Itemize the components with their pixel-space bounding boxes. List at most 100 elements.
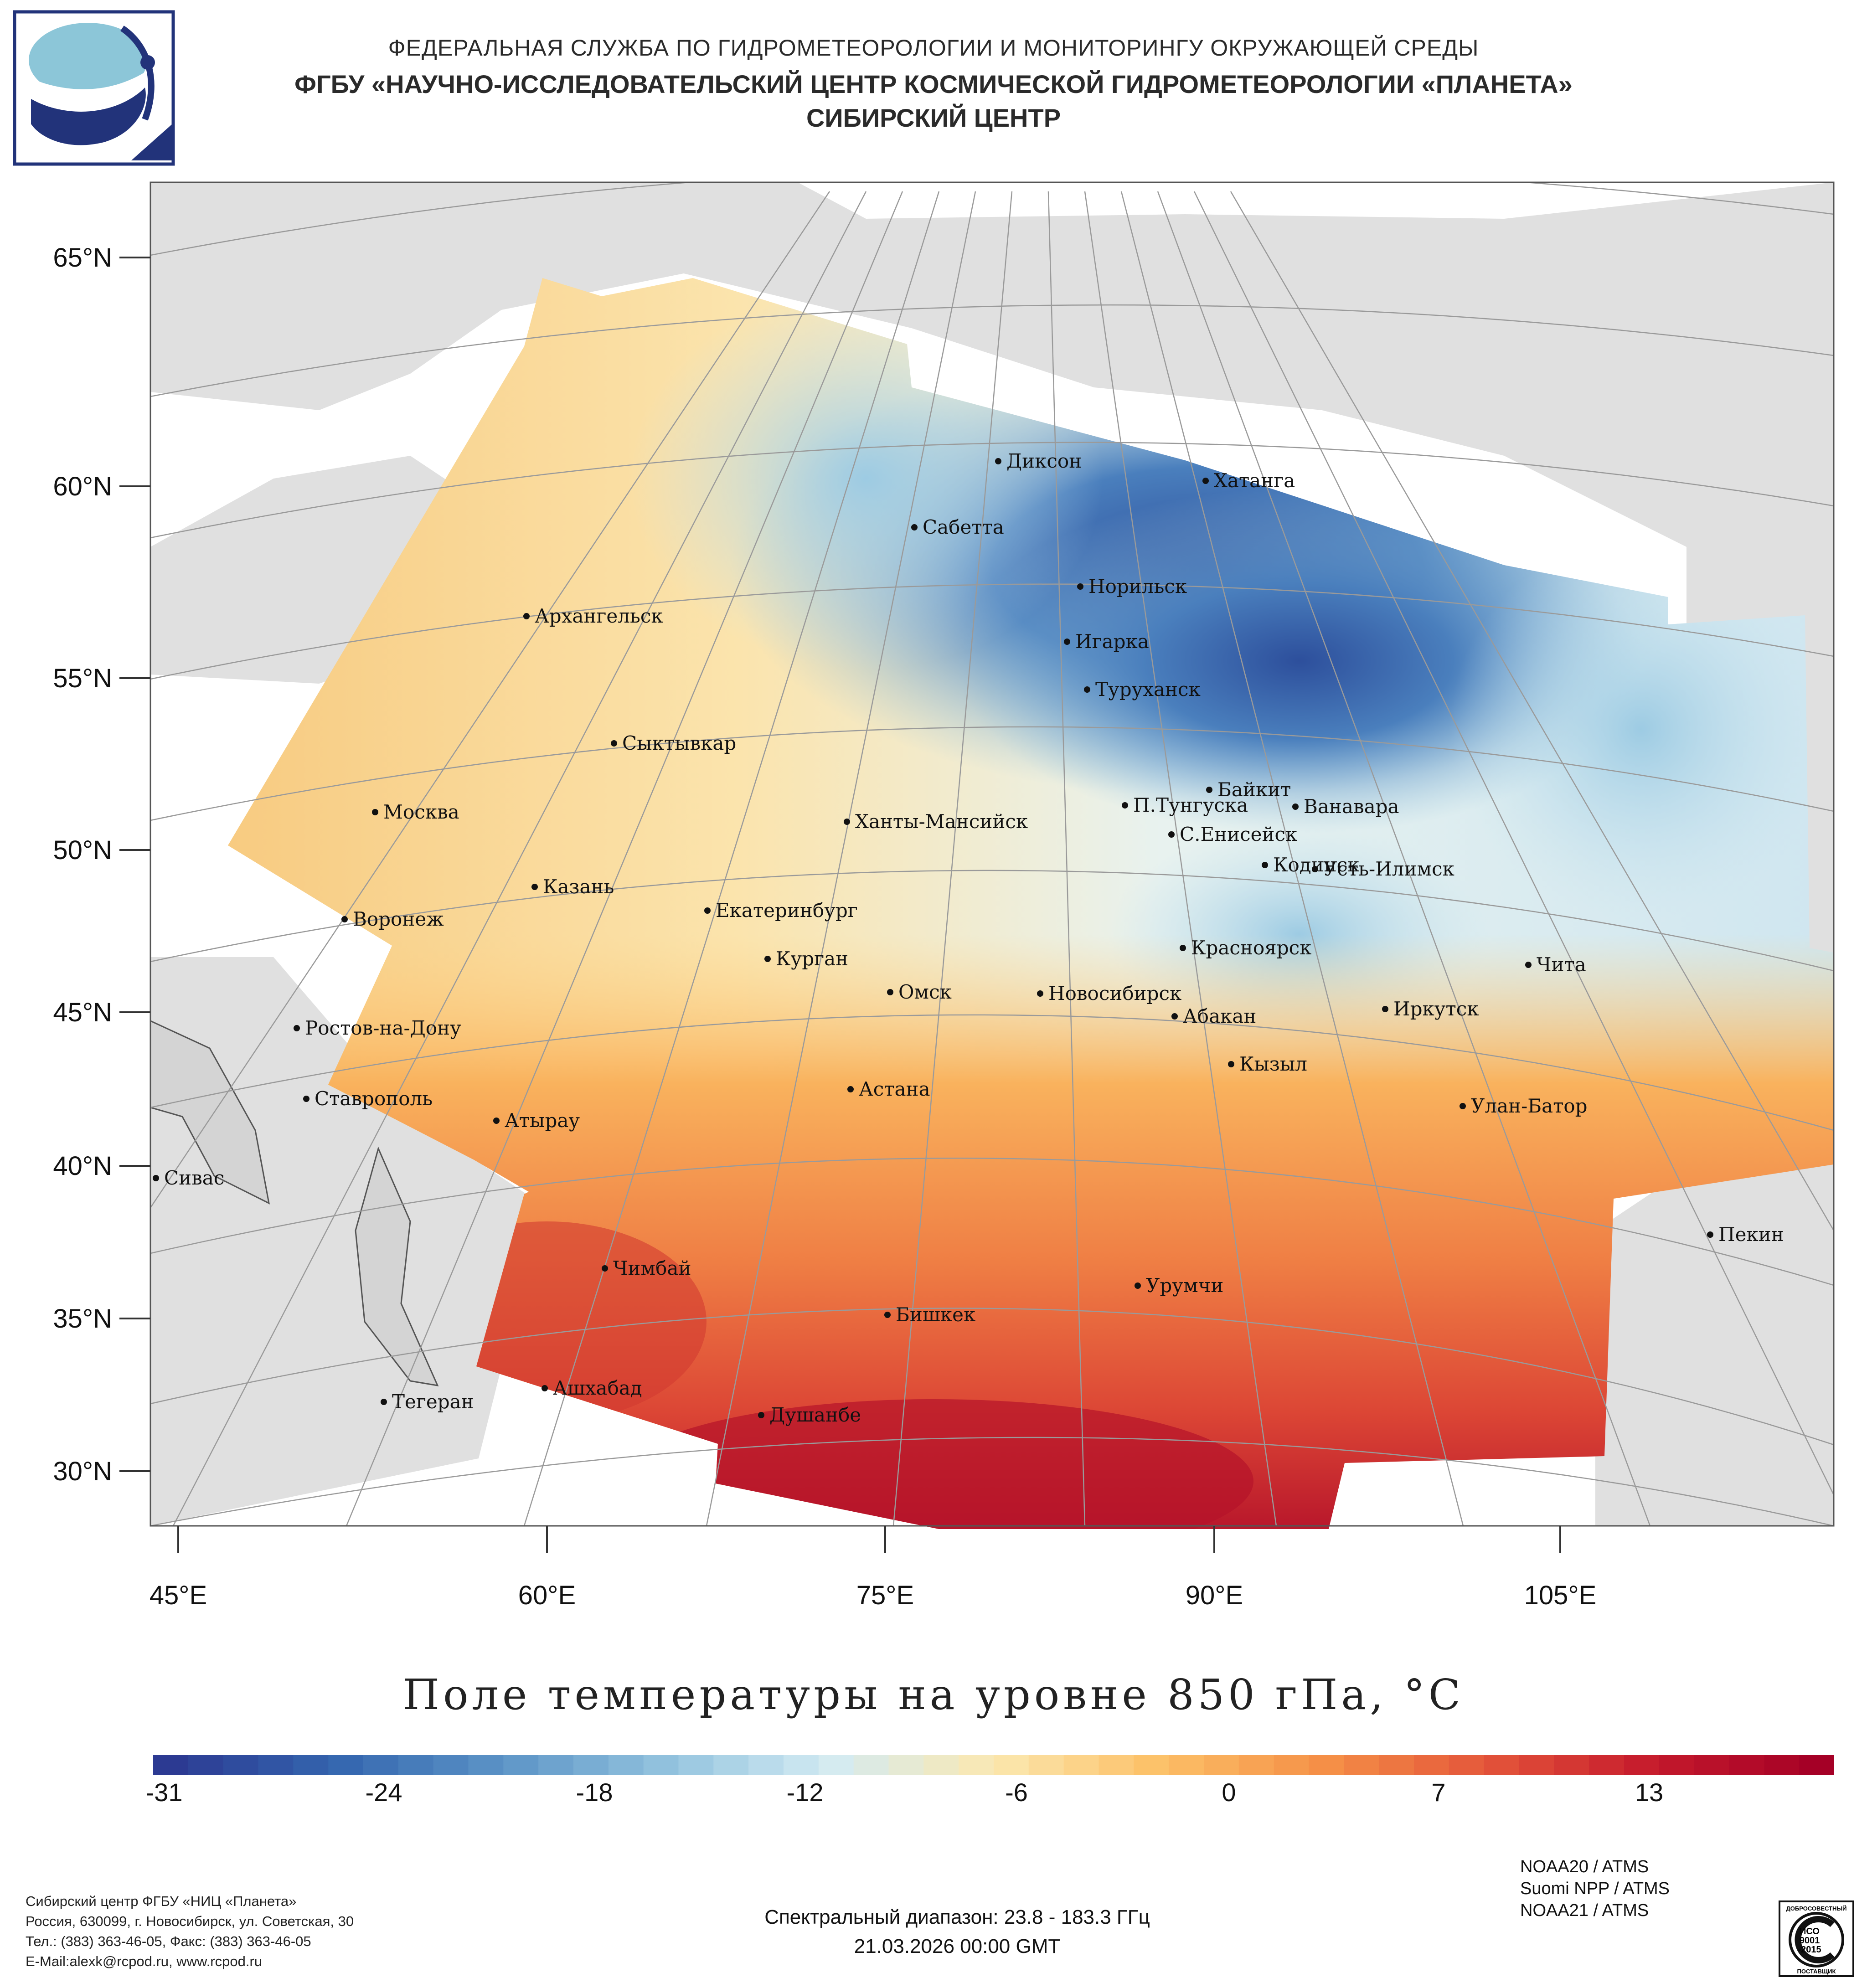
lat-label-40: 40°N [53,1151,112,1181]
colorbar-swatch [1729,1755,1764,1775]
city-marker: Усть-Илимск [1312,858,1454,880]
city-dot [1707,1231,1713,1238]
city-marker: Улан-Батор [1460,1095,1588,1117]
colorbar-swatch [888,1755,924,1775]
city-marker: Диксон [995,450,1082,472]
city-label: Чимбай [613,1257,691,1279]
city-marker: Сыктывкар [611,732,736,754]
header-center: СИБИРСКИЙ ЦЕНТР [806,103,1061,132]
city-label: Туруханск [1095,678,1201,700]
lon-label-75: 75°E [856,1581,914,1610]
city-label: Иркутск [1393,998,1479,1020]
city-label: Пекин [1718,1223,1784,1246]
city-dot [531,884,538,890]
city-label: Сабетта [923,516,1004,538]
colorbar-swatch [1554,1755,1589,1775]
colorbar-swatch [328,1755,364,1775]
city-label: Норильск [1088,575,1187,597]
colorbar-swatch [1344,1755,1379,1775]
iso-badge-mid1: ИСО [1800,1926,1820,1936]
city-dot [542,1385,548,1391]
colorbar-swatch [994,1755,1029,1775]
city-marker: Омск [887,981,952,1003]
lon-label-105: 105°E [1524,1581,1597,1610]
city-marker: Туруханск [1084,678,1201,700]
city-dot [884,1312,891,1318]
satellite-item: NOAA20 / ATMS [1520,1857,1649,1876]
city-label: Сивас [164,1167,224,1189]
colorbar-swatch [573,1755,609,1775]
city-marker: Сабетта [911,516,1004,538]
colorbar-tick: -31 [145,1778,183,1807]
observation-datetime: 21.03.2026 00:00 GMT [854,1935,1061,1957]
city-label: Атырау [505,1109,580,1132]
colorbar-swatch [1449,1755,1485,1775]
colorbar-swatch [1238,1755,1274,1775]
city-marker: Чимбай [602,1257,691,1279]
city-marker: Сивас [153,1167,224,1189]
city-marker: Тегеран [381,1391,474,1413]
satellite-item: Suomi NPP / ATMS [1520,1879,1670,1898]
satellite-list: NOAA20 / ATMS Suomi NPP / ATMS NOAA21 / … [1520,1856,1670,1921]
city-label: Воронеж [353,908,444,930]
city-markers: Диксон Хатанга Сабетта Норильск Архангельск И… [153,450,1784,1426]
city-dot [1262,862,1268,868]
city-marker: С.Енисейск [1168,823,1297,845]
city-label: Диксон [1006,450,1082,472]
city-label: П.Тунгуска [1133,794,1248,816]
lat-label-60: 60°N [53,472,112,501]
city-dot [1135,1282,1141,1289]
city-dot [1037,990,1043,997]
colorbar-tick: -18 [576,1778,613,1807]
city-marker: Ханты-Мансийск [844,810,1028,833]
colorbar-tick: -6 [1005,1778,1028,1807]
colorbar-swatch [363,1755,399,1775]
city-dot [1312,866,1318,872]
city-label: С.Енисейск [1180,823,1297,845]
city-marker: Душанбе [758,1404,861,1426]
city-label: Ростов-на-Дону [305,1017,461,1039]
colorbar-swatch [1169,1755,1204,1775]
city-dot [887,989,893,995]
city-label: Тегеран [392,1391,474,1413]
colorbar-swatch [1028,1755,1064,1775]
lat-label-35: 35°N [53,1304,112,1334]
city-marker: Хатанга [1202,469,1295,492]
city-label: Ханты-Мансийск [855,810,1028,833]
city-label: Сыктывкар [622,732,736,754]
city-marker: Ставрополь [303,1087,433,1110]
city-label: Омск [898,981,952,1003]
lon-label-45: 45°E [150,1581,207,1610]
colorbar-swatch [1379,1755,1414,1775]
iso-certification-badge: ДОБРОСОВЕСТНЫЙ ИСО 9001 -2015 ПОСТАВЩИК [1779,1900,1854,1977]
city-marker: Ростов-на-Дону [294,1017,461,1039]
city-label: Хатанга [1214,469,1295,492]
city-dot [523,613,530,619]
colorbar-swatch [784,1755,819,1775]
city-marker: Бишкек [884,1303,975,1326]
city-marker: Байкит [1206,778,1291,801]
city-label: Усть-Илимск [1323,858,1454,880]
colorbar-swatch [1099,1755,1134,1775]
colorbar-swatch [678,1755,714,1775]
colorbar-swatch [1484,1755,1520,1775]
colorbar-swatch [713,1755,749,1775]
colorbar-tick: 7 [1431,1778,1446,1807]
lat-label-30: 30°N [53,1457,112,1486]
city-dot [381,1399,387,1405]
colorbar-swatch [293,1755,329,1775]
city-marker: Красноярск [1180,937,1311,959]
colorbar-swatch [188,1755,224,1775]
city-marker: Игарка [1064,630,1149,653]
lat-label-55: 55°N [53,664,112,693]
city-label: Урумчи [1146,1274,1223,1297]
city-label: Ванавара [1304,795,1399,818]
city-dot [153,1175,159,1181]
city-marker: Астана [847,1078,930,1100]
city-dot [303,1096,309,1102]
org-contacts: E-Mail:alexk@rcpod.ru, www.rcpod.ru [26,1953,263,1969]
city-marker: Ашхабад [542,1377,642,1399]
city-marker: Москва [372,801,459,823]
city-label: Игарка [1075,630,1149,653]
org-name: Сибирский центр ФГБУ «НИЦ «Планета» [26,1893,297,1909]
